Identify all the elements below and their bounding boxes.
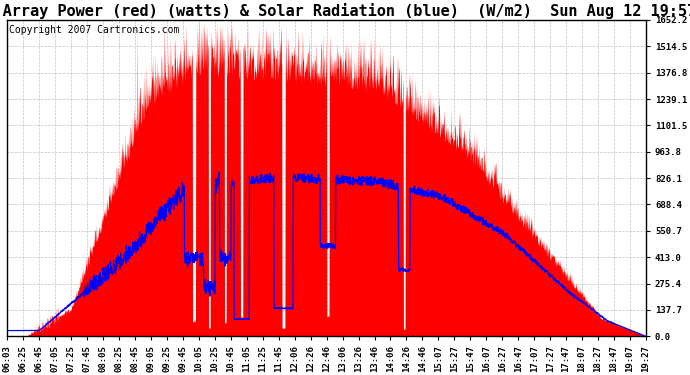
- Title: East Array Power (red) (watts) & Solar Radiation (blue)  (W/m2)  Sun Aug 12 19:5: East Array Power (red) (watts) & Solar R…: [0, 3, 690, 19]
- Text: Copyright 2007 Cartronics.com: Copyright 2007 Cartronics.com: [8, 25, 179, 35]
